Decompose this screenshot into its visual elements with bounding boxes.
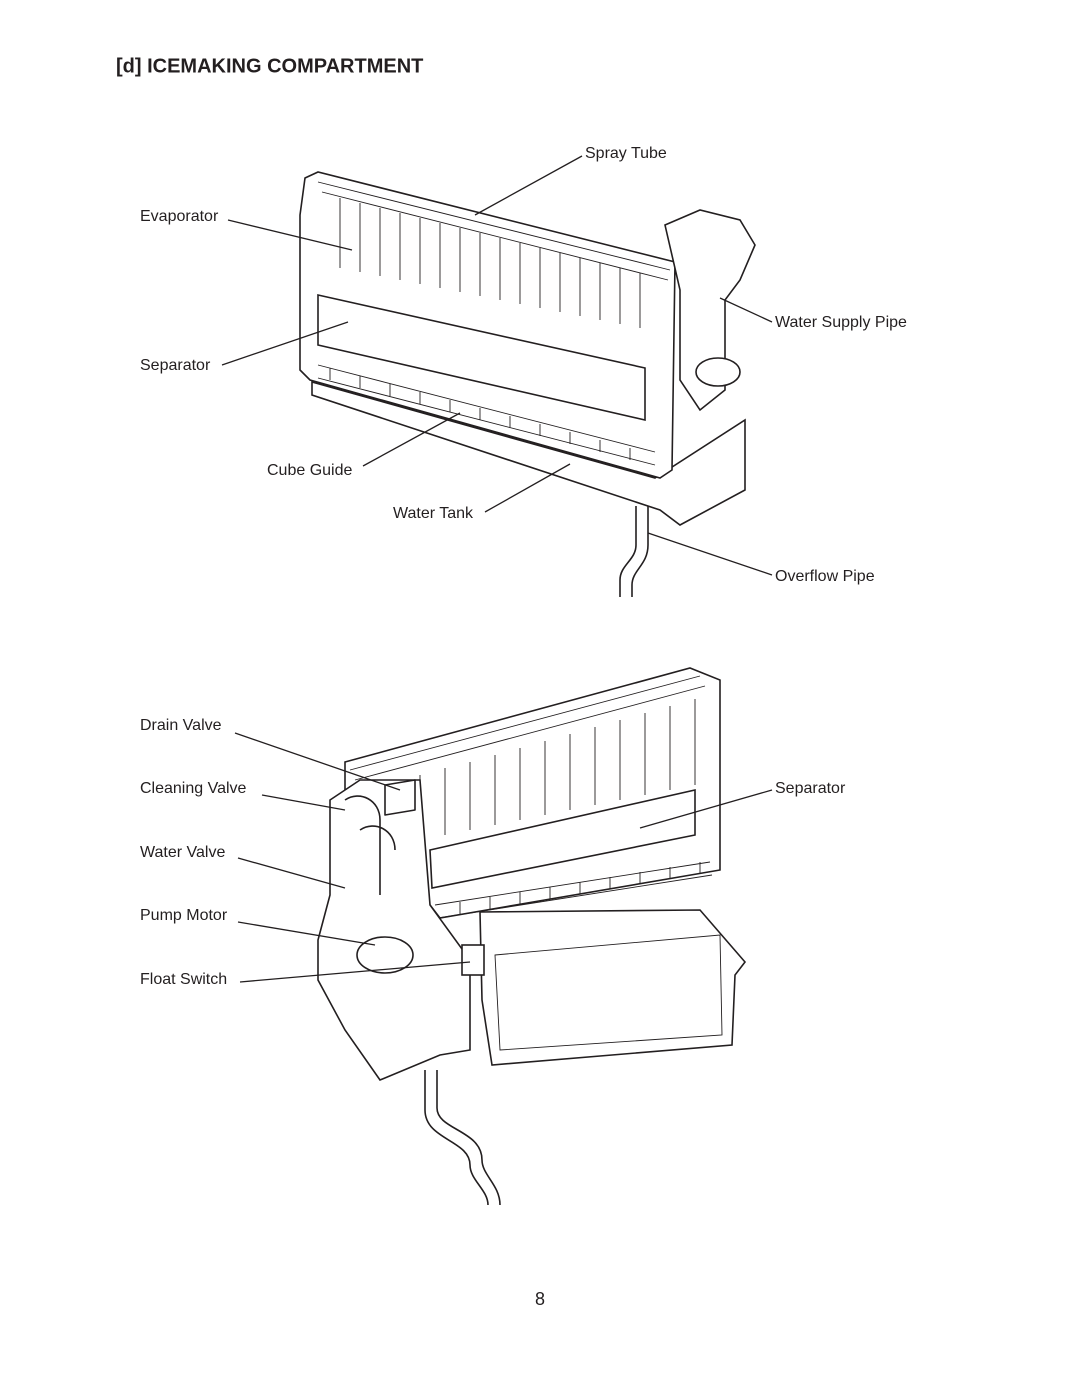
label: Water Valve — [140, 844, 225, 861]
label: Water Supply Pipe — [775, 314, 907, 331]
tank-inner — [494, 934, 723, 1051]
label: Spray Tube — [585, 145, 667, 162]
leader-line — [237, 921, 376, 946]
water-tank — [479, 909, 747, 1066]
page-number: 8 — [535, 1289, 545, 1309]
label: Float Switch — [140, 971, 227, 988]
label: Cube Guide — [267, 462, 352, 479]
evaporator-fins — [339, 198, 641, 328]
cube-guide — [317, 364, 656, 466]
spray-tube — [349, 675, 706, 781]
separator — [317, 294, 646, 422]
figure-top — [299, 171, 756, 597]
valves — [344, 779, 416, 895]
label: Evaporator — [140, 208, 219, 225]
overflow-pipe — [619, 506, 649, 597]
label: Drain Valve — [140, 717, 222, 734]
leader-line — [261, 794, 346, 811]
pump-motor — [356, 936, 414, 974]
label: Pump Motor — [140, 907, 228, 924]
labels-top: Spray Tube Evaporator Water Supply Pipe … — [140, 145, 907, 585]
leader-line — [234, 732, 401, 791]
labels-bottom: Drain Valve Cleaning Valve Separator Wat… — [140, 717, 846, 988]
leader-line — [719, 297, 773, 323]
label: Water Tank — [393, 505, 474, 522]
leader-line — [639, 789, 773, 829]
spray-tube — [317, 181, 671, 281]
leader-line — [484, 463, 571, 513]
leader-line — [237, 857, 346, 889]
page-title: [d] ICEMAKING COMPARTMENT — [116, 55, 423, 77]
leader-line — [647, 532, 773, 576]
float-switch — [461, 944, 485, 976]
cube-guide — [434, 861, 713, 919]
label: Overflow Pipe — [775, 568, 875, 585]
separator — [429, 788, 696, 889]
leader-line — [474, 155, 583, 216]
label: Separator — [775, 780, 846, 797]
leader-line — [239, 961, 471, 983]
leader-line — [362, 412, 461, 467]
leader-line — [221, 321, 349, 366]
label: Cleaning Valve — [140, 780, 247, 797]
overflow-pipe — [424, 1070, 501, 1206]
figure-bottom — [317, 667, 747, 1206]
label: Separator — [140, 357, 211, 374]
leader-line — [227, 219, 353, 251]
pump-motor — [695, 357, 741, 387]
